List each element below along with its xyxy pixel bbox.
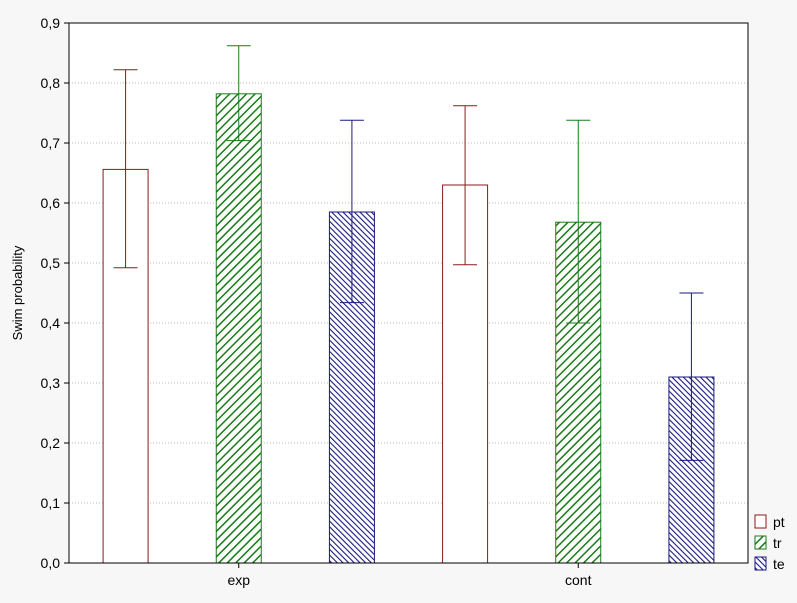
y-tick-label: 0,6 [41, 195, 61, 211]
x-tick-label-cont: cont [565, 572, 592, 588]
legend-swatch-tr [754, 535, 767, 550]
y-tick-label: 0,8 [41, 75, 61, 91]
bars [102, 93, 715, 564]
legend-label-tr: tr [773, 535, 782, 551]
y-tick-label: 0,7 [41, 135, 61, 151]
legend-swatch-pt [754, 514, 767, 529]
x-axis: exp cont [227, 563, 592, 588]
x-tick-label-exp: exp [227, 572, 250, 588]
bar-tr-exp [215, 93, 262, 564]
y-tick-label: 0,4 [41, 315, 61, 331]
legend-label-te: te [773, 556, 785, 572]
y-axis: 0,0 0,1 0,2 0,3 0,4 0,5 0,6 0,7 0,8 0,9 [41, 15, 69, 571]
legend: pt tr te [754, 514, 785, 572]
y-axis-label: Swim probability [10, 245, 25, 340]
y-tick-label: 0,1 [41, 495, 61, 511]
plot-area [69, 23, 748, 563]
y-tick-label: 0,5 [41, 255, 61, 271]
y-tick-label: 0,2 [41, 435, 61, 451]
legend-swatch-te [754, 556, 767, 571]
y-tick-label: 0,9 [41, 15, 61, 31]
plot-frame [68, 22, 749, 564]
grid-lines [69, 82, 748, 504]
legend-label-pt: pt [773, 514, 785, 530]
error-bars [113, 45, 704, 461]
y-tick-label: 0,0 [41, 555, 61, 571]
y-tick-label: 0,3 [41, 375, 61, 391]
